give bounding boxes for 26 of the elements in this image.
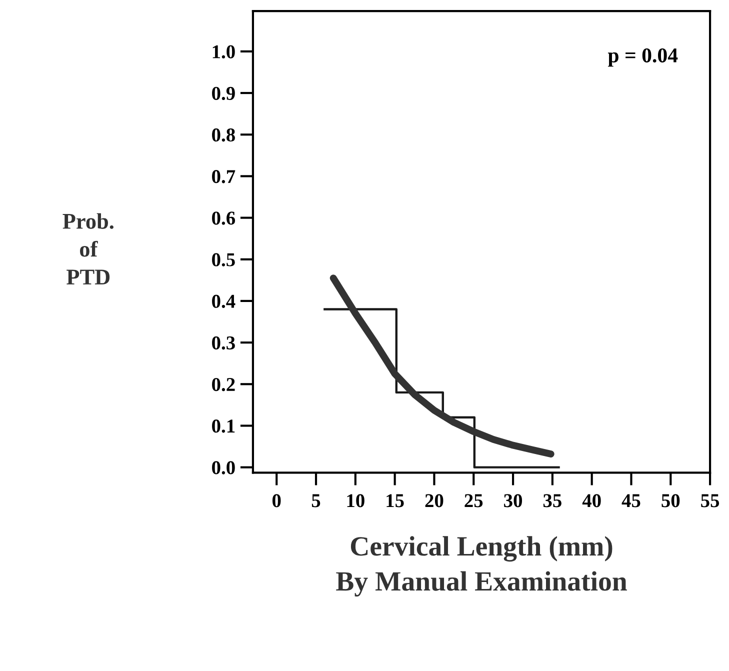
x-tick-label: 40	[582, 494, 601, 508]
y-tick-label: 0.5	[212, 253, 235, 266]
x-tick-label: 15	[386, 494, 404, 508]
y-tick-label: 0.3	[212, 336, 235, 350]
y-tick-label: 0.4	[212, 294, 236, 308]
y-tick-label: 0.8	[212, 128, 235, 142]
x-tick-label: 50	[662, 494, 680, 508]
y-axis-title: Prob. of PTD	[62, 213, 114, 284]
y-tick-label: 0.7	[212, 170, 236, 184]
x-tick-label: 35	[543, 494, 562, 508]
x-tick-label: 10	[347, 494, 364, 508]
y-tick-label: 0.1	[212, 420, 235, 433]
x-tick-label: 20	[425, 494, 444, 508]
y-tick-label: 0.6	[212, 212, 236, 225]
y-tick-label: 0.0	[212, 461, 235, 474]
x-tick-label: 55	[701, 494, 720, 508]
x-tick-label: 5	[312, 494, 320, 508]
x-tick-label: 0	[272, 494, 281, 508]
x-tick-label: 30	[504, 494, 522, 508]
x-tick-label: 45	[622, 494, 640, 508]
y-tick-label: 1.0	[212, 45, 235, 58]
x-tick-label: 25	[464, 494, 483, 508]
y-tick-label: 0.9	[212, 86, 235, 100]
y-tick-label: 0.2	[212, 378, 235, 392]
x-axis-title: Cervical Length (mm) By Manual Examination	[336, 536, 627, 596]
annotation: p = 0.04	[608, 48, 678, 67]
